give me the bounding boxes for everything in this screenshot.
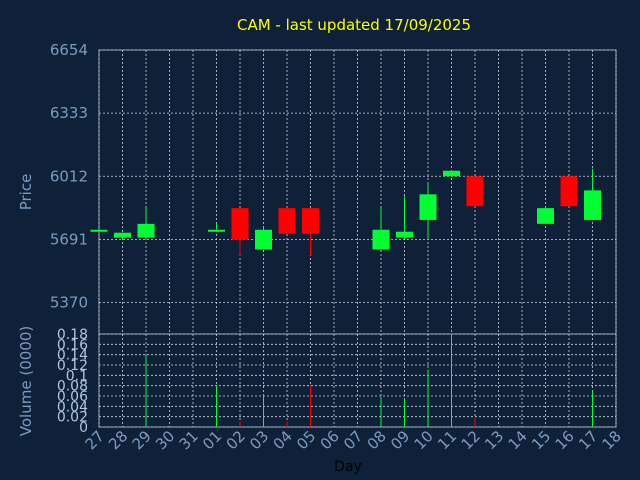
day-tick-label: 03	[246, 427, 272, 453]
candle	[443, 170, 460, 177]
candle	[208, 223, 225, 232]
price-axis-label: Price	[17, 174, 35, 211]
day-tick-label: 07	[340, 427, 366, 453]
price-tick-label: 6012	[50, 167, 88, 185]
candle	[255, 227, 272, 250]
candle-body	[560, 176, 578, 207]
volume-tick-label: 0.02	[57, 410, 88, 426]
day-tick-label: 08	[364, 427, 390, 453]
day-tick-label: 05	[293, 427, 319, 453]
volume-tick-label: 0.18	[57, 327, 88, 343]
price-tick-label: 5691	[50, 230, 88, 248]
candle-body	[208, 229, 225, 232]
day-tick-label: 18	[599, 427, 625, 453]
candle	[90, 228, 108, 232]
price-tick-label: 5370	[50, 294, 88, 312]
volume-axis-label: Volume (0000)	[17, 326, 35, 436]
candle-body	[231, 208, 249, 240]
candle	[560, 176, 578, 207]
candle-body	[537, 208, 554, 224]
candle-body	[372, 229, 390, 250]
price-ticks: 6654 6333 6012 5691 5370	[50, 41, 88, 312]
candle	[396, 196, 413, 240]
day-tick-label: 02	[223, 427, 249, 453]
candles	[90, 168, 601, 256]
volume-tick-label: 0.16	[57, 337, 88, 353]
grid	[98, 49, 617, 428]
candle-body	[584, 190, 601, 220]
volume-tick-label: 0.14	[57, 348, 88, 364]
volume-tick-label: 0.08	[57, 379, 88, 395]
volume-bars	[145, 333, 593, 427]
volume-ticks: 0.180.160.140.120.10.080.060.040.020	[57, 327, 88, 436]
candle-body	[255, 229, 272, 250]
candle	[114, 232, 131, 240]
day-tick-label: 15	[528, 427, 554, 453]
price-tick-label: 6654	[50, 41, 88, 59]
day-tick-label: 13	[481, 427, 507, 453]
candle	[137, 208, 155, 240]
candle-body	[396, 231, 413, 238]
day-tick-label: 06	[317, 427, 343, 453]
volume-tick-label: 0	[79, 420, 88, 436]
day-tick-label: 31	[176, 427, 202, 453]
x-axis-ticks: 2728293031010203040506070809101112131415…	[82, 427, 625, 453]
day-tick-label: 29	[129, 427, 155, 453]
candle-body	[443, 170, 460, 177]
candle	[231, 208, 249, 256]
volume-tick-label: 0.06	[57, 389, 88, 405]
candle-body	[90, 229, 108, 232]
candle	[584, 168, 601, 220]
candle-body	[419, 194, 437, 220]
x-axis-label: Day	[334, 459, 362, 475]
candle-body	[278, 208, 296, 234]
volume-tick-label: 0.1	[66, 368, 88, 384]
day-tick-label: 11	[434, 427, 460, 453]
day-tick-label: 09	[387, 427, 413, 453]
price-tick-label: 6333	[50, 104, 88, 122]
candle-body	[137, 223, 155, 238]
day-tick-label: 30	[152, 427, 178, 453]
day-tick-label: 14	[505, 427, 531, 453]
candle	[466, 176, 484, 207]
candle	[372, 208, 390, 250]
candle	[419, 182, 437, 240]
candle	[537, 208, 554, 224]
candle-body	[114, 232, 131, 238]
candle-body	[466, 176, 484, 207]
volume-tick-label: 0.04	[57, 399, 88, 415]
day-tick-label: 28	[105, 427, 131, 453]
candle-body	[302, 208, 319, 234]
volume-tick-label: 0.12	[57, 358, 88, 374]
day-tick-label: 17	[575, 427, 601, 453]
chart-title: CAM - last updated 17/09/2025	[237, 16, 471, 34]
day-tick-label: 16	[552, 427, 578, 453]
day-tick-label: 04	[270, 427, 296, 453]
candle	[302, 208, 319, 256]
day-tick-label: 10	[411, 427, 437, 453]
day-tick-label: 12	[458, 427, 484, 453]
candle	[278, 208, 296, 234]
day-tick-label: 01	[199, 427, 225, 453]
